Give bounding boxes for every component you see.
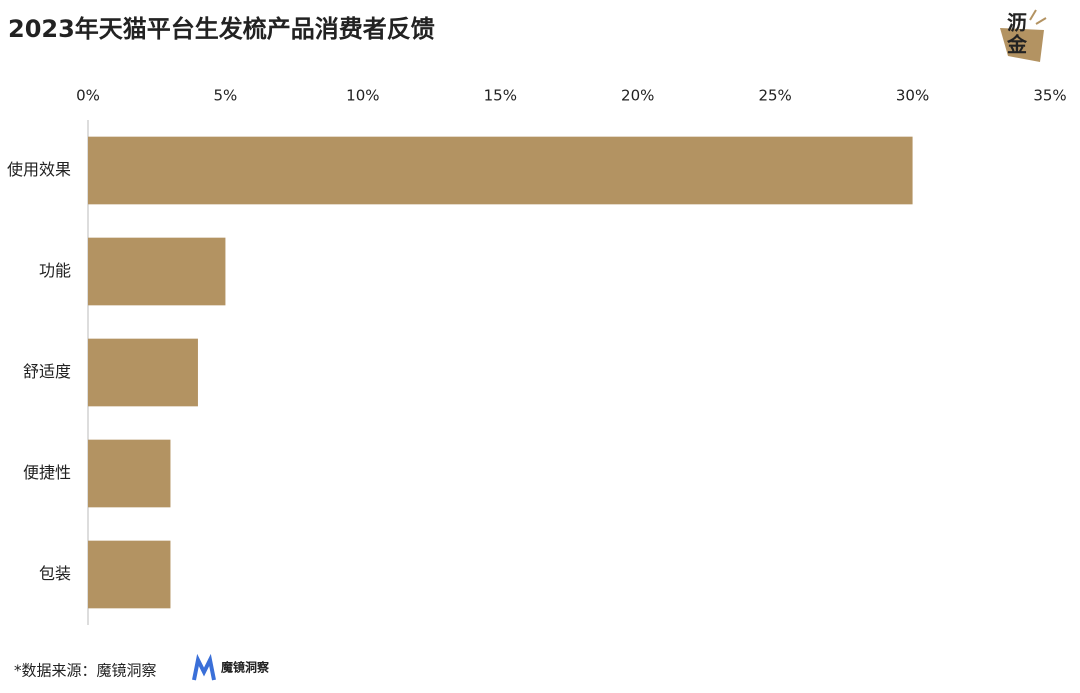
bar xyxy=(88,237,226,306)
brand-logo: 沥金 xyxy=(1000,9,1047,62)
x-tick-label: 10% xyxy=(346,87,379,105)
x-tick-label: 20% xyxy=(621,87,654,105)
bar xyxy=(88,136,913,205)
x-tick-label: 15% xyxy=(484,87,517,105)
chart-title: 2023年天猫平台生发梳产品消费者反馈 xyxy=(8,15,435,43)
x-tick-label: 25% xyxy=(758,87,791,105)
source-logo-text: 魔镜洞察 xyxy=(221,660,270,675)
x-tick-label: 0% xyxy=(76,87,100,105)
y-tick-label: 使用效果 xyxy=(7,160,71,179)
bar xyxy=(88,540,171,609)
y-tick-label: 功能 xyxy=(39,261,71,280)
bar xyxy=(88,439,171,508)
logo-ray xyxy=(1029,9,1037,21)
logo-ray xyxy=(1035,17,1047,25)
x-tick-label: 35% xyxy=(1033,87,1066,105)
y-tick-label: 便捷性 xyxy=(23,463,71,482)
source-logo-mark xyxy=(192,653,216,681)
logo-text: 沥金 xyxy=(1004,12,1028,56)
x-tick-label: 30% xyxy=(896,87,929,105)
source-logo: 魔镜洞察 xyxy=(192,653,270,681)
y-tick-label: 包装 xyxy=(39,564,71,583)
y-tick-label: 舒适度 xyxy=(23,362,71,381)
x-tick-label: 5% xyxy=(214,87,238,105)
bar xyxy=(88,338,198,407)
logo-shape xyxy=(1000,28,1044,62)
source-note: *数据来源：魔镜洞察 xyxy=(14,662,157,680)
